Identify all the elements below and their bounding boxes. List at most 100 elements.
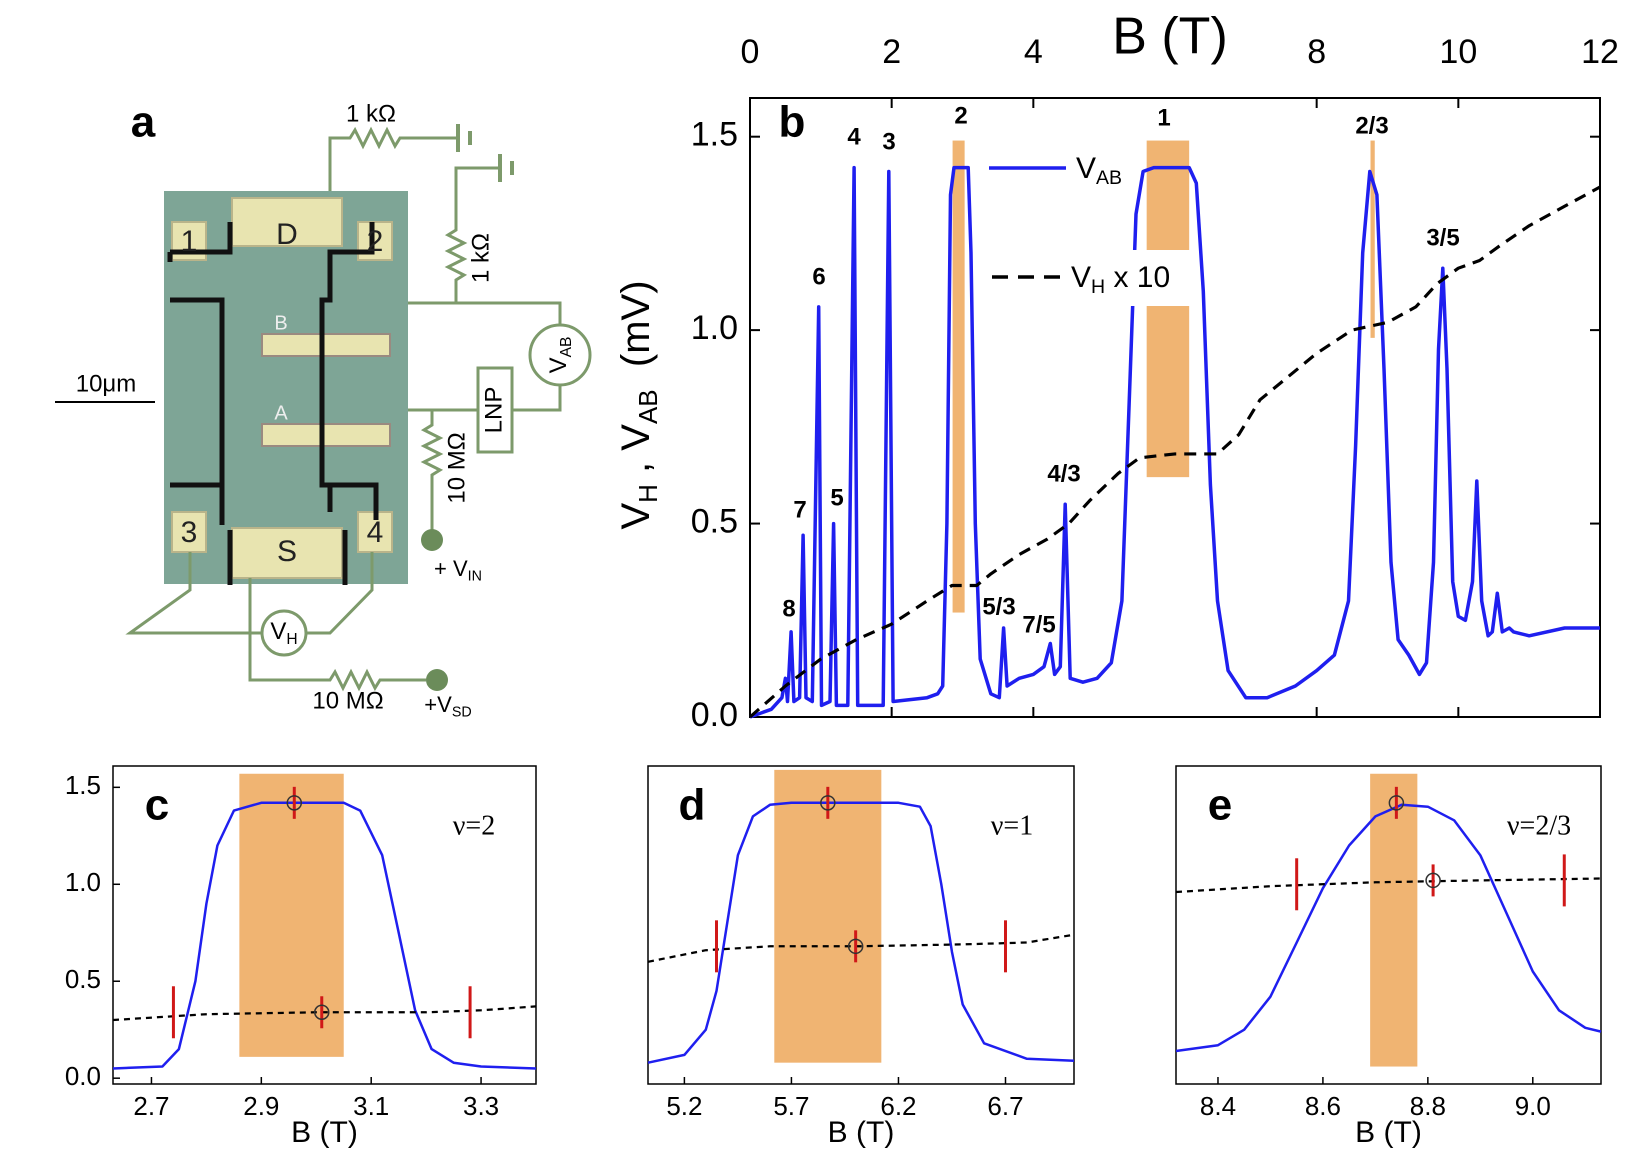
marker-circle	[286, 795, 303, 811]
highlight-band	[1146, 140, 1190, 478]
x-tick-label: 8.8	[1410, 1091, 1446, 1121]
contact-label: 1	[181, 225, 198, 258]
x-tick-label: 8.4	[1200, 1091, 1236, 1121]
x-tick-label: 3.1	[353, 1091, 389, 1121]
highlight-band	[1370, 140, 1375, 338]
wire	[512, 385, 562, 412]
y-tick-label: 1.5	[65, 770, 101, 800]
contact-pad	[231, 527, 343, 579]
marker-circle	[820, 795, 836, 811]
y-tick-label: 1.0	[65, 867, 101, 897]
subscript: H	[286, 631, 297, 648]
peak-label: 3	[882, 128, 895, 155]
x-tick-label: 2	[882, 33, 901, 71]
highlight-band	[1370, 773, 1418, 1067]
terminal	[421, 529, 443, 551]
subscript: AB	[1096, 167, 1122, 189]
wire	[248, 578, 426, 692]
legend-label: VAB	[1076, 152, 1122, 189]
wire	[328, 126, 458, 191]
wire	[125, 552, 374, 635]
panel-label: e	[1208, 781, 1232, 830]
line	[112, 801, 537, 1070]
y-tick-label: 0.5	[65, 964, 101, 994]
peak-label: 5/3	[982, 593, 1015, 620]
marker-circle	[1388, 795, 1405, 811]
x-tick-label: 5.7	[773, 1091, 809, 1121]
marker-circle	[847, 938, 864, 955]
x-tick-label: 8.6	[1305, 1091, 1341, 1121]
dashed-line	[748, 185, 1601, 719]
axis-title: B (T)	[1112, 8, 1228, 66]
y-tick-label: 1.0	[691, 309, 738, 347]
line	[647, 801, 1075, 1064]
x-axis-label: B (T)	[291, 1116, 358, 1149]
meter-label: VAB	[545, 337, 575, 374]
dashed-line	[1175, 877, 1602, 894]
x-tick-label: 3.3	[463, 1091, 499, 1121]
x-tick-label: 2.7	[133, 1091, 169, 1121]
legend-label: VH x 10	[1071, 261, 1170, 298]
terminal	[426, 669, 448, 691]
meter	[260, 609, 308, 657]
wire	[456, 301, 562, 325]
legend-background	[980, 250, 1195, 306]
contact-label: D	[276, 218, 298, 251]
scale-bar-label: 10μm	[76, 370, 137, 397]
peak-label: 3/5	[1426, 224, 1459, 251]
wire	[408, 408, 478, 530]
plot-frame	[112, 765, 537, 1085]
peak-label: 2	[954, 102, 967, 129]
contact-label: B	[274, 312, 287, 334]
text-part: V	[1071, 261, 1091, 294]
resistor-label: 1 kΩ	[467, 233, 494, 283]
contact-label: 4	[367, 516, 384, 549]
x-tick-label: 5.2	[666, 1091, 702, 1121]
wire	[408, 166, 500, 305]
x-tick-label: 12	[1581, 33, 1619, 71]
y-tick-label: 1.5	[691, 116, 738, 154]
dashed-line	[647, 933, 1075, 963]
subscript: H	[1091, 276, 1105, 298]
x-tick-label: 9.0	[1515, 1091, 1551, 1121]
annotation: ν=2/3	[1507, 810, 1571, 841]
highlight-band	[952, 140, 965, 613]
contact-label: A	[274, 402, 288, 424]
subscript: AB	[558, 337, 575, 358]
subscript: AB	[633, 389, 663, 424]
hall-bar-edge	[319, 222, 379, 520]
x-axis-label: B (T)	[828, 1116, 895, 1149]
x-tick-label: 10	[1439, 33, 1477, 71]
x-tick-label: 2.9	[243, 1091, 279, 1121]
text-part: +V	[424, 692, 452, 717]
peak-label: 7	[793, 496, 806, 523]
panel-label: c	[145, 781, 169, 830]
subscript: H	[633, 484, 663, 503]
peak-label: 5	[830, 484, 843, 511]
annotation: ν=1	[991, 810, 1033, 841]
peak-label: 4/3	[1047, 460, 1080, 487]
contact-pad	[231, 197, 343, 247]
panel-label: a	[131, 98, 156, 147]
annotation: ν=2	[453, 810, 495, 841]
line	[749, 165, 1600, 719]
x-tick-label: 6.7	[987, 1091, 1023, 1121]
source-label: +VSD	[424, 692, 471, 721]
panel-label: b	[779, 98, 806, 147]
x-tick-label: 8	[1307, 33, 1326, 71]
peak-label: 1	[1157, 104, 1170, 131]
text-part: V	[614, 503, 658, 530]
contact-label: S	[277, 535, 297, 568]
x-tick-label: 4	[1024, 33, 1043, 71]
hall-bar-edge	[170, 297, 225, 488]
contact-pad	[357, 511, 393, 553]
panel-label: d	[679, 781, 706, 830]
plot-frame	[647, 765, 1075, 1085]
source-label: + VIN	[434, 556, 482, 585]
hall-bar-edge	[167, 252, 348, 585]
peak-label: 6	[812, 263, 825, 290]
meter	[528, 323, 592, 387]
peak-label: 7/5	[1022, 611, 1055, 638]
